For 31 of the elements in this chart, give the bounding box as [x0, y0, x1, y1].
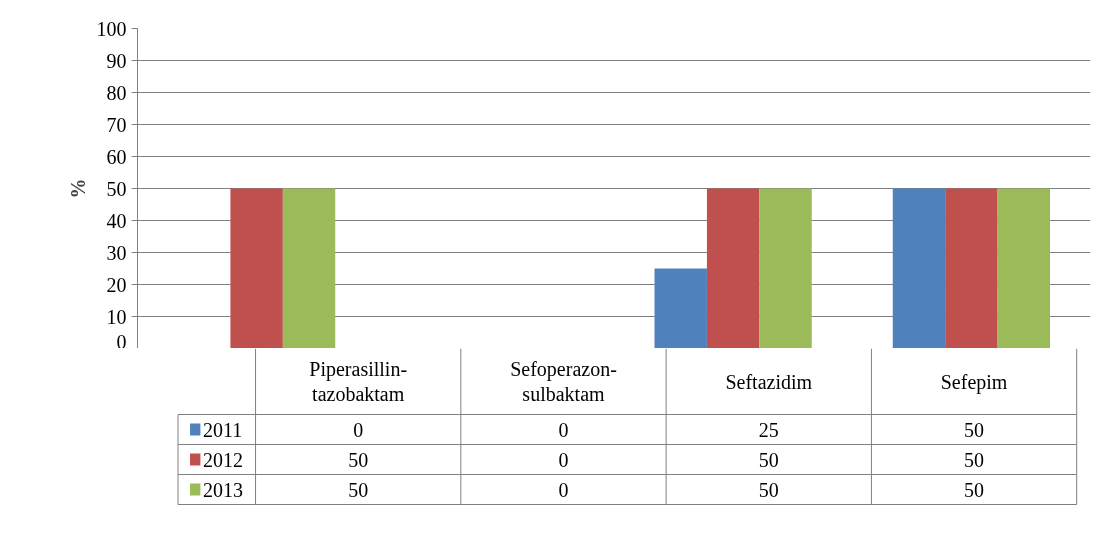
y-axis-title: %	[66, 178, 89, 199]
legend-label: 2012	[202, 448, 243, 471]
data-label: 50	[758, 478, 779, 501]
data-label: 50	[964, 478, 985, 501]
y-tick-label: 40	[106, 209, 127, 232]
x-tick-label: Sefoperazon-sulbaktam	[510, 357, 617, 406]
y-tick-label: 30	[106, 241, 127, 264]
y-tick-label: 90	[106, 49, 127, 72]
legend-label: 2013	[202, 478, 243, 501]
data-label: 0	[558, 448, 569, 471]
y-tick-label: 60	[106, 145, 127, 168]
legend-label: 2011	[202, 418, 243, 441]
data-label: 0	[558, 478, 569, 501]
data-label: 0	[558, 418, 569, 441]
data-label: 50	[348, 478, 369, 501]
y-tick-label: 80	[106, 81, 127, 104]
y-tick-label: 0	[116, 330, 127, 353]
data-label: 50	[964, 448, 985, 471]
y-tick-label: 50	[106, 177, 127, 200]
y-tick-label: 10	[106, 305, 127, 328]
y-tick-label: 100	[96, 17, 127, 40]
data-label: 50	[964, 418, 985, 441]
data-label: 50	[758, 448, 779, 471]
x-tick-label: Sefepim	[940, 370, 1008, 394]
x-tick-label: Piperasillin-tazobaktam	[309, 357, 408, 406]
y-tick-label: 20	[106, 273, 127, 296]
x-tick-label: Seftazidim	[725, 370, 813, 393]
data-label: 0	[353, 418, 364, 441]
data-label: 25	[758, 418, 779, 441]
y-tick-label: 70	[106, 113, 127, 136]
data-label: 50	[348, 448, 369, 471]
